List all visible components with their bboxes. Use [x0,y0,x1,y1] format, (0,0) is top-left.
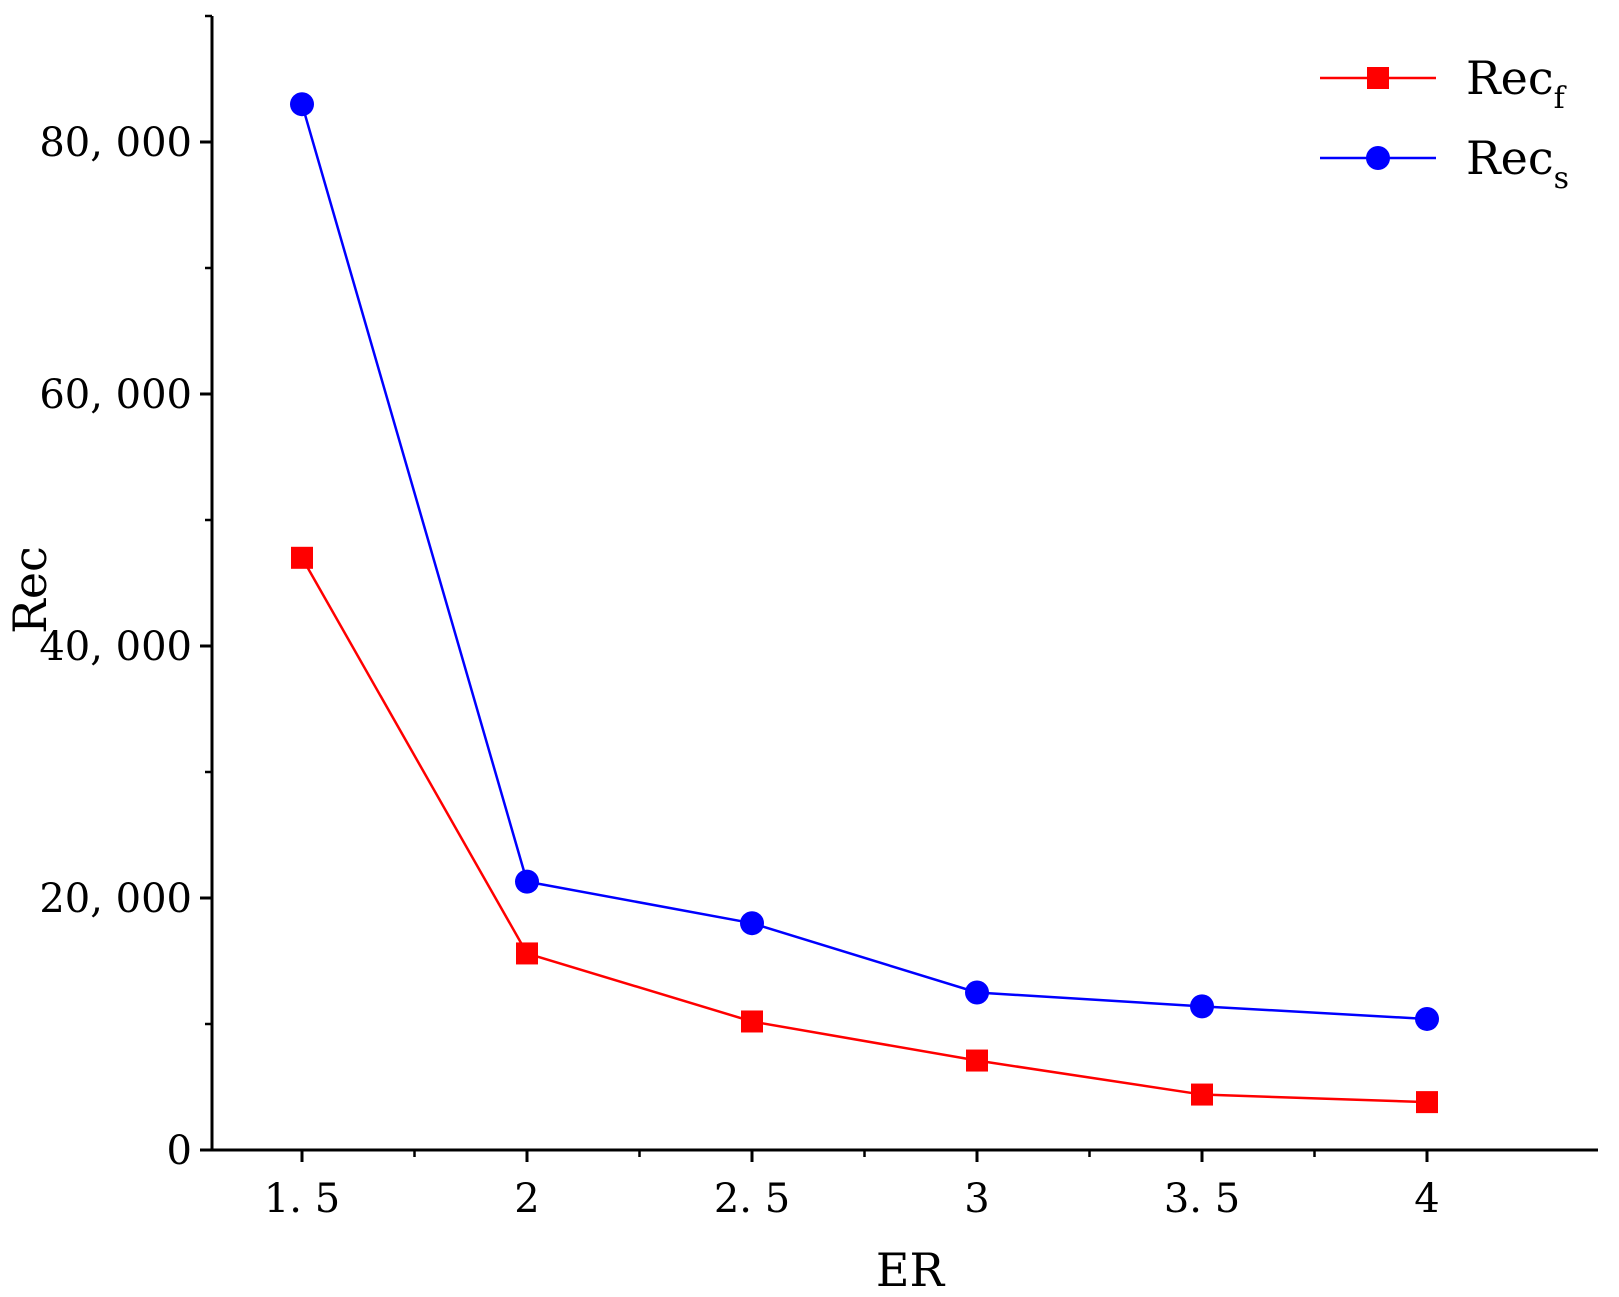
x-tick-label: 4 [1414,1176,1439,1222]
x-tick-label: 2 [514,1176,539,1222]
series-line-Rec-f [300,557,1428,1104]
x-tick-label: 3. 5 [1164,1176,1240,1222]
legend-marker-Rec-s [1366,146,1390,170]
data-point-Rec-s [515,869,539,894]
data-point-Rec-f [1416,1091,1438,1114]
y-tick-label: 0 [167,1128,192,1174]
legend-marker-Rec-f [1367,67,1389,89]
y-tick-label: 20, 000 [39,876,192,922]
x-axis-title: ER [876,1243,946,1297]
data-point-Rec-f [1191,1083,1213,1106]
legend-label-Rec-f: Recf [1466,51,1567,116]
data-point-Rec-f [741,1010,763,1033]
series-line-Rec-s [300,103,1428,1021]
legend-label-main: Rec [1466,51,1554,105]
x-tick-label: 3 [964,1176,989,1222]
data-point-Rec-s [1415,1006,1439,1031]
y-tick-label: 60, 000 [39,372,192,418]
data-point-Rec-f [291,546,313,569]
x-tick-label: 2. 5 [714,1176,790,1222]
series-layer [290,92,1439,1114]
legend-label-subscript: s [1554,161,1569,196]
y-axis-title: Rec [3,546,57,634]
legend-label-Rec-s: Recs [1466,131,1569,196]
data-point-Rec-s [290,92,314,117]
x-tick-label: 1. 5 [264,1176,340,1222]
y-tick-label: 40, 000 [39,624,192,670]
y-tick-label: 80, 000 [39,120,192,166]
data-point-Rec-f [516,942,538,965]
data-point-Rec-s [965,980,989,1005]
legend-label-subscript: f [1554,81,1567,116]
ticks: 1. 5 2 2. 5 3 3. 5 4 0 20, 000 40, 000 60, 000 80,… [39,14,1440,1222]
axes [210,16,1598,1152]
legend-label-main: Rec [1466,131,1554,185]
data-point-Rec-s [740,911,764,936]
data-point-Rec-f [966,1049,988,1072]
data-point-Rec-s [1190,994,1214,1019]
